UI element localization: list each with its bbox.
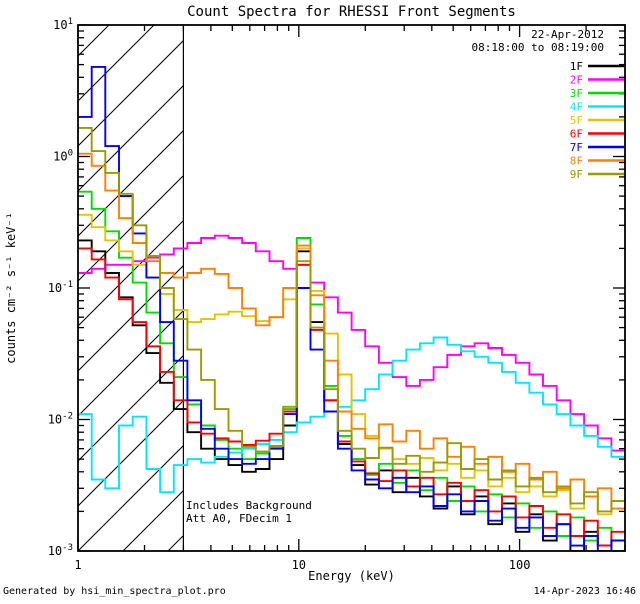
series-9F [78, 126, 625, 513]
x-tick-label: 100 [509, 558, 531, 572]
legend-label-8F: 8F [570, 155, 583, 168]
legend-label-5F: 5F [570, 114, 583, 127]
plot-frame [77, 24, 626, 552]
series-7F [78, 65, 625, 551]
annotation-1: Att A0, FDecim 1 [186, 512, 292, 525]
x-tick-label: 10 [292, 558, 306, 572]
annotation-0: Includes Background [186, 499, 312, 512]
time-range-label: 08:18:00 to 08:19:00 [472, 41, 604, 54]
legend-label-2F: 2F [570, 74, 583, 87]
series-2F [78, 234, 625, 452]
legend-label-7F: 7F [570, 141, 583, 154]
legend-label-3F: 3F [570, 87, 583, 100]
legend-label-6F: 6F [570, 128, 583, 141]
legend-label-4F: 4F [570, 101, 583, 114]
y-axis-label: counts cm⁻² s⁻¹ keV⁻¹ [4, 212, 18, 364]
chart-title: Count Spectra for RHESSI Front Segments [187, 4, 516, 20]
legend-label-9F: 9F [570, 168, 583, 181]
x-axis-label: Energy (keV) [308, 569, 395, 583]
footer-render-timestamp: 14-Apr-2023 16:46 [533, 586, 636, 597]
legend-label-1F: 1F [570, 60, 583, 73]
x-tick-label: 1 [74, 558, 81, 572]
footer-generator-credit: Generated by hsi_min_spectra_plot.pro [3, 586, 226, 597]
date-label: 22-Apr-2012 [531, 28, 604, 41]
